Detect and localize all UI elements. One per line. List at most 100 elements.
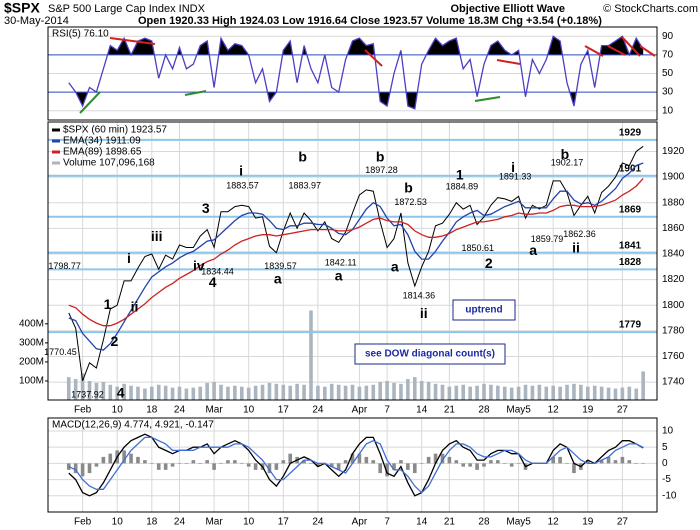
volume-bar [489, 384, 493, 400]
x-tick-label: Feb [74, 405, 92, 416]
histogram-bar [302, 460, 306, 464]
histogram-bar [572, 463, 576, 474]
volume-bar [329, 383, 334, 400]
volume-bar [406, 379, 410, 400]
x-tick-label: Mar [205, 405, 223, 416]
annotation: 1884.89 [446, 182, 479, 192]
x-tick-label: 24 [312, 405, 324, 416]
volume-bar [309, 310, 313, 400]
annotation: ii [572, 240, 580, 256]
volume-bar [371, 384, 376, 400]
histogram-bar [288, 453, 293, 464]
x-tick-label: 17 [278, 517, 290, 528]
annotation: 1842.11 [325, 257, 357, 267]
panel-frame [47, 121, 658, 401]
x-tick-label: 10 [243, 405, 255, 416]
level-label: 1869 [619, 204, 642, 215]
y2-tick-label: 100M [19, 376, 44, 387]
x-tick-label: 27 [617, 405, 629, 416]
annotation: 1 [104, 296, 112, 312]
series-line [68, 35, 644, 110]
annotation: i [239, 163, 243, 179]
volume-bar [343, 385, 348, 400]
annotation: 1891.33 [499, 171, 532, 181]
histogram-bar [620, 456, 625, 464]
volume-bar [620, 387, 625, 400]
histogram-bar [233, 460, 237, 464]
annotation: a [274, 270, 282, 286]
volume-bar [502, 386, 507, 400]
y-tick-label: 50 [662, 68, 674, 79]
legend-label: EMA(34) 1911.09 [63, 136, 141, 147]
volume-bar [156, 384, 161, 400]
histogram-bar [198, 463, 203, 464]
panel-background [48, 122, 657, 400]
annotation: 1770.45 [44, 347, 77, 357]
annotation: 1859.79 [531, 234, 564, 244]
y-tick-label: 1820 [662, 274, 685, 285]
volume-bar [233, 385, 237, 400]
x-tick-label: 19 [582, 517, 594, 528]
volume-bar [191, 387, 196, 400]
histogram-bar [212, 463, 216, 470]
x-tick-label: 7 [384, 517, 390, 528]
histogram-bar [73, 463, 78, 474]
volume-bar [212, 381, 216, 400]
volume-bar [440, 384, 445, 400]
x-tick-label: 10 [243, 517, 255, 528]
histogram-bar [627, 460, 632, 464]
y-tick-label: 1800 [662, 300, 685, 311]
band-fill [107, 36, 644, 55]
y-tick-label: 0 [662, 458, 668, 469]
histogram-bar [136, 456, 140, 464]
trendline [639, 45, 656, 57]
volume-bar [80, 373, 85, 400]
histogram-bar [461, 463, 466, 467]
annotation: 1834.44 [201, 266, 234, 276]
y-tick-label: 1740 [662, 377, 685, 388]
annotation: a [391, 259, 399, 275]
volume-bar [219, 384, 223, 400]
y-tick-label: 1900 [662, 172, 685, 183]
histogram-bar [489, 460, 493, 464]
level-label: 1779 [619, 320, 642, 331]
volume-bar [641, 371, 645, 400]
y-tick-label: 30 [662, 87, 674, 98]
volume-bar [73, 379, 78, 400]
annotation: ii [131, 298, 139, 314]
volume-bar [475, 385, 479, 400]
trendline [621, 36, 641, 57]
y2-tick-label: 200M [19, 357, 44, 368]
annotation: b [404, 179, 413, 195]
volume-bar [461, 384, 466, 400]
legend-swatch [52, 139, 60, 143]
x-tick-label: 19 [582, 405, 594, 416]
volume-bar [530, 385, 535, 400]
histogram-bar [468, 463, 472, 467]
histogram-bar [94, 463, 99, 467]
volume-bar [122, 383, 126, 400]
level-label: 1901 [619, 163, 642, 174]
histogram-bar [129, 453, 133, 464]
legend-swatch [52, 128, 60, 132]
volume-bar [274, 383, 279, 400]
x-tick-label: 28 [478, 405, 490, 416]
volume-bar [295, 383, 299, 400]
histogram-bar [184, 463, 189, 464]
annotation: a [335, 268, 343, 284]
histogram-bar [406, 463, 410, 470]
volume-bar [509, 387, 514, 400]
x-tick-label: Apr [352, 517, 368, 528]
volume-bar [579, 384, 583, 400]
annotation: 4 [209, 274, 217, 290]
annotation: 1850.61 [461, 243, 494, 253]
annotation: 1737.92 [71, 389, 104, 399]
volume-bar [267, 382, 272, 400]
brand: Objective Elliott Wave [450, 3, 565, 15]
histogram-bar [378, 463, 382, 474]
level-label: 1828 [619, 257, 642, 268]
box [354, 343, 506, 365]
volume-bar [599, 386, 604, 400]
volume-bar [177, 386, 182, 400]
